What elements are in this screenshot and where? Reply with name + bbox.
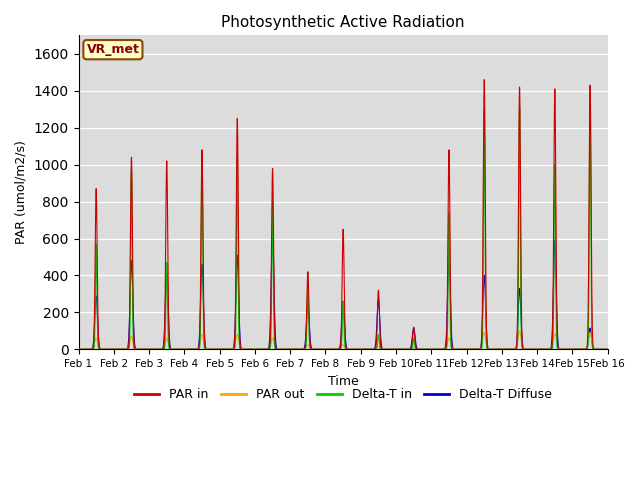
Y-axis label: PAR (umol/m2/s): PAR (umol/m2/s) xyxy=(15,140,28,244)
Legend: PAR in, PAR out, Delta-T in, Delta-T Diffuse: PAR in, PAR out, Delta-T in, Delta-T Dif… xyxy=(129,383,557,406)
Text: VR_met: VR_met xyxy=(86,43,140,56)
Title: Photosynthetic Active Radiation: Photosynthetic Active Radiation xyxy=(221,15,465,30)
X-axis label: Time: Time xyxy=(328,374,358,388)
